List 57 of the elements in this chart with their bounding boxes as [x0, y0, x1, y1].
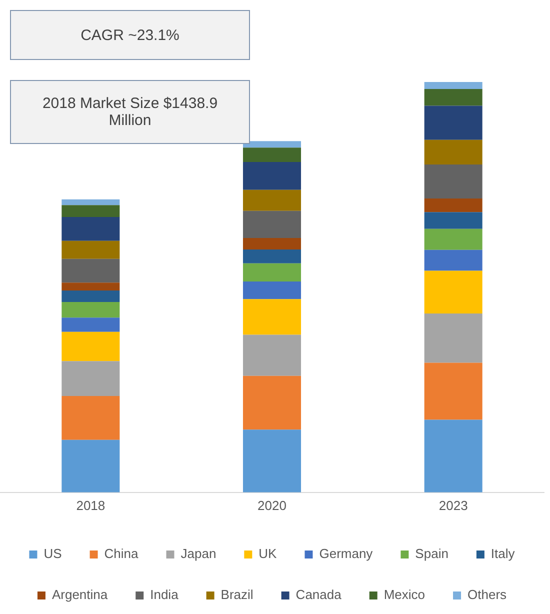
bar	[242, 430, 302, 492]
legend-label: Mexico	[384, 587, 426, 602]
bar	[62, 318, 120, 332]
bar	[242, 238, 302, 250]
bar	[424, 228, 482, 250]
legend-label: India	[150, 587, 180, 602]
bar	[62, 205, 120, 218]
bar	[242, 281, 302, 300]
legend-label: Japan	[180, 546, 216, 562]
bar	[424, 140, 482, 164]
bar	[424, 198, 482, 212]
bar	[424, 88, 482, 106]
note-box: CAGR ~23.1%	[10, 10, 250, 60]
bar	[242, 263, 302, 282]
legend-label: UK	[258, 546, 278, 562]
bar	[242, 162, 302, 190]
bar	[62, 396, 120, 440]
bar	[62, 302, 120, 318]
bar	[62, 440, 120, 492]
bar	[62, 240, 120, 259]
legend-label: US	[44, 546, 62, 562]
bar	[62, 258, 120, 283]
x-tick-label: 2018	[76, 498, 106, 513]
x-tick-label: 2023	[438, 498, 468, 513]
bar	[424, 82, 482, 89]
legend-label: China	[104, 546, 140, 562]
bar	[62, 217, 120, 241]
bar	[242, 376, 302, 430]
bar	[62, 361, 120, 396]
bar	[424, 164, 482, 199]
legend-label: Argentina	[52, 587, 108, 602]
legend-label: Germany	[319, 546, 374, 562]
legend-label: Others	[468, 587, 508, 602]
note-box: 2018 Market Size $1438.9 Million	[10, 80, 250, 144]
bar	[424, 212, 482, 229]
bar	[424, 420, 482, 492]
x-tick-label: 2020	[258, 498, 286, 513]
bar	[424, 250, 482, 271]
bar	[424, 106, 482, 140]
bar	[424, 270, 482, 314]
bar	[424, 362, 482, 420]
bar	[242, 299, 302, 335]
bar	[424, 313, 482, 363]
legend-label: Canada	[296, 587, 342, 602]
bar	[62, 199, 120, 206]
bar	[242, 210, 302, 238]
legend-label: Brazil	[220, 587, 254, 602]
bar	[242, 190, 302, 211]
bar	[242, 148, 302, 162]
bar	[242, 141, 302, 148]
legend-label: Spain	[415, 546, 448, 562]
legend-label: Italy	[490, 546, 516, 562]
bar	[62, 332, 120, 362]
bar	[242, 334, 302, 376]
bar	[242, 249, 302, 264]
bar	[62, 290, 120, 302]
bar	[62, 282, 120, 290]
